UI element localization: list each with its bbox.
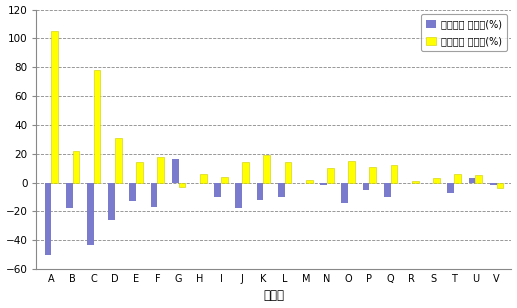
Bar [341, 183, 348, 203]
Bar [348, 161, 355, 183]
X-axis label: 업체명: 업체명 [264, 290, 284, 302]
Bar [390, 165, 398, 183]
Bar [178, 183, 185, 187]
Bar [66, 183, 72, 209]
Bar [263, 155, 270, 183]
Bar [490, 183, 497, 185]
Bar [129, 183, 136, 201]
Bar [384, 183, 390, 197]
Bar [242, 162, 249, 183]
Bar [44, 183, 51, 255]
Bar [214, 183, 221, 197]
Bar [433, 178, 440, 183]
Bar [476, 175, 482, 183]
Bar [87, 183, 94, 245]
Bar [157, 156, 164, 183]
Bar [235, 183, 242, 209]
Bar [72, 151, 79, 183]
Bar [278, 183, 284, 197]
Bar [369, 167, 376, 183]
Bar [136, 162, 143, 183]
Bar [172, 160, 178, 183]
Legend: 연비목표 미달율(%), 배출목표 초과율(%): 연비목표 미달율(%), 배출목표 초과율(%) [421, 14, 507, 51]
Bar [412, 181, 419, 183]
Bar [284, 162, 292, 183]
Bar [200, 174, 206, 183]
Bar [454, 174, 461, 183]
Bar [94, 70, 100, 183]
Bar [497, 183, 504, 188]
Bar [447, 183, 454, 192]
Bar [221, 177, 227, 183]
Bar [51, 31, 58, 183]
Bar [256, 183, 263, 200]
Bar [327, 168, 334, 183]
Bar [306, 180, 313, 183]
Bar [150, 183, 157, 207]
Bar [115, 138, 121, 183]
Bar [468, 178, 476, 183]
Bar [108, 183, 115, 220]
Bar [320, 183, 327, 185]
Bar [362, 183, 369, 190]
